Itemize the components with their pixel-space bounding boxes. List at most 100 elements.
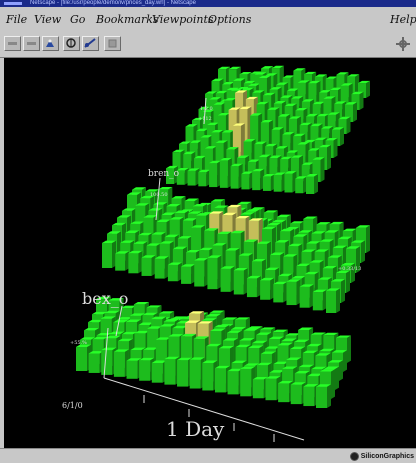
bar-top: [143, 347, 159, 350]
bar-top: [273, 361, 289, 365]
bar-top: [269, 370, 285, 373]
gear-icon[interactable]: [396, 37, 410, 51]
bar-side: [340, 127, 344, 146]
bar-top: [316, 222, 331, 225]
examine-button[interactable]: [63, 36, 80, 51]
forward-button[interactable]: [23, 36, 40, 51]
bar-top: [235, 344, 251, 348]
menu-file[interactable]: File: [6, 13, 28, 26]
bar-top: [218, 66, 230, 70]
bar-top: [207, 122, 220, 125]
bar-top: [231, 360, 247, 363]
menu-options[interactable]: Options: [208, 13, 252, 26]
menu-bookmarks[interactable]: Bookmarks: [96, 13, 159, 26]
menu-viewpoints[interactable]: Viewpoints: [152, 13, 214, 26]
bar-top: [346, 246, 360, 249]
menu-go[interactable]: Go: [70, 13, 86, 26]
bar-front: [299, 286, 310, 308]
bar-top: [301, 99, 314, 102]
menu-bar: File View Go Bookmarks Viewpoints Option…: [0, 7, 416, 34]
bar-front: [196, 130, 205, 149]
bar-top: [324, 366, 339, 369]
bar-top: [204, 228, 219, 231]
bar-front: [147, 328, 159, 363]
window-menu-icon[interactable]: [4, 2, 22, 5]
bar-front: [301, 164, 310, 182]
bar-front: [303, 386, 315, 407]
bar-top: [169, 217, 184, 220]
bar-top: [283, 254, 298, 257]
menu-view[interactable]: View: [34, 13, 62, 26]
bar-top: [228, 107, 241, 110]
bar-side: [309, 284, 314, 308]
bar-top: [92, 311, 107, 315]
bar-front: [76, 347, 87, 371]
bar-top: [280, 228, 295, 232]
bar-top: [113, 319, 129, 323]
bar-front: [227, 371, 239, 395]
bar-top: [319, 144, 331, 148]
bar-side: [125, 251, 130, 271]
bar-top: [273, 281, 288, 285]
bar-top: [117, 317, 133, 320]
bar-top: [184, 198, 199, 201]
bar-top: [240, 212, 255, 215]
bar-top: [222, 212, 237, 216]
bar-top: [210, 328, 226, 332]
bar-top: [135, 203, 150, 206]
bar-top: [139, 357, 155, 361]
viewpoint-button[interactable]: [82, 36, 99, 51]
bar-top: [334, 101, 347, 104]
bar-top: [286, 357, 302, 360]
bar-top: [268, 336, 284, 339]
bar-front: [202, 111, 211, 137]
bar-side: [283, 281, 288, 303]
bar-front: [312, 292, 323, 311]
bar-top: [96, 296, 111, 300]
tick-label: +55.%: [70, 340, 87, 346]
3d-bar-landscape: bex_o bren_o 1 Day 6/1/0 1.2.0 100.50 +1…: [62, 65, 370, 442]
start-date-label: 6/1/0: [62, 401, 83, 410]
bar-top: [260, 351, 276, 354]
menu-help[interactable]: Help: [390, 13, 416, 26]
bar-front: [247, 161, 256, 178]
bar-top: [241, 171, 254, 174]
bar-top: [228, 66, 241, 70]
bar-front: [310, 126, 319, 145]
bar-top: [133, 241, 148, 244]
bar-top: [212, 243, 227, 246]
bar-top: [260, 277, 275, 281]
bar-front: [102, 242, 112, 268]
bar-top: [164, 234, 179, 238]
bar-top: [158, 186, 173, 190]
bar-top: [303, 216, 318, 219]
bar-top: [196, 128, 209, 131]
bar-side: [343, 350, 347, 372]
bar-front: [295, 178, 304, 194]
bar-top: [181, 264, 196, 267]
stop-button[interactable]: [104, 36, 121, 51]
bar-top: [340, 83, 353, 86]
bar-top: [222, 338, 238, 341]
bar-top: [258, 154, 271, 158]
bar-top: [301, 162, 314, 165]
bar-side: [341, 279, 345, 303]
bar-side: [347, 335, 351, 363]
back-button[interactable]: [4, 36, 21, 51]
bar-top: [265, 267, 280, 270]
vrml-viewport[interactable]: bex_o bren_o 1 Day 6/1/0 1.2.0 100.50 +1…: [4, 58, 416, 448]
walk-button[interactable]: [42, 36, 59, 51]
bar-front: [128, 253, 139, 274]
bar-front: [278, 383, 290, 403]
bar-top: [277, 343, 293, 346]
bar-top: [316, 113, 329, 117]
bar-top: [121, 305, 137, 309]
bar-top: [235, 215, 250, 219]
bar-top: [245, 96, 258, 100]
bar-top: [199, 247, 214, 251]
brand-label: SiliconGraphics: [360, 452, 414, 460]
title-bar: Netscape - [file:/usr/people/demo/iv/pri…: [0, 0, 416, 7]
bar-front: [169, 219, 180, 249]
bar-top: [248, 218, 263, 221]
bar-front: [269, 157, 278, 179]
